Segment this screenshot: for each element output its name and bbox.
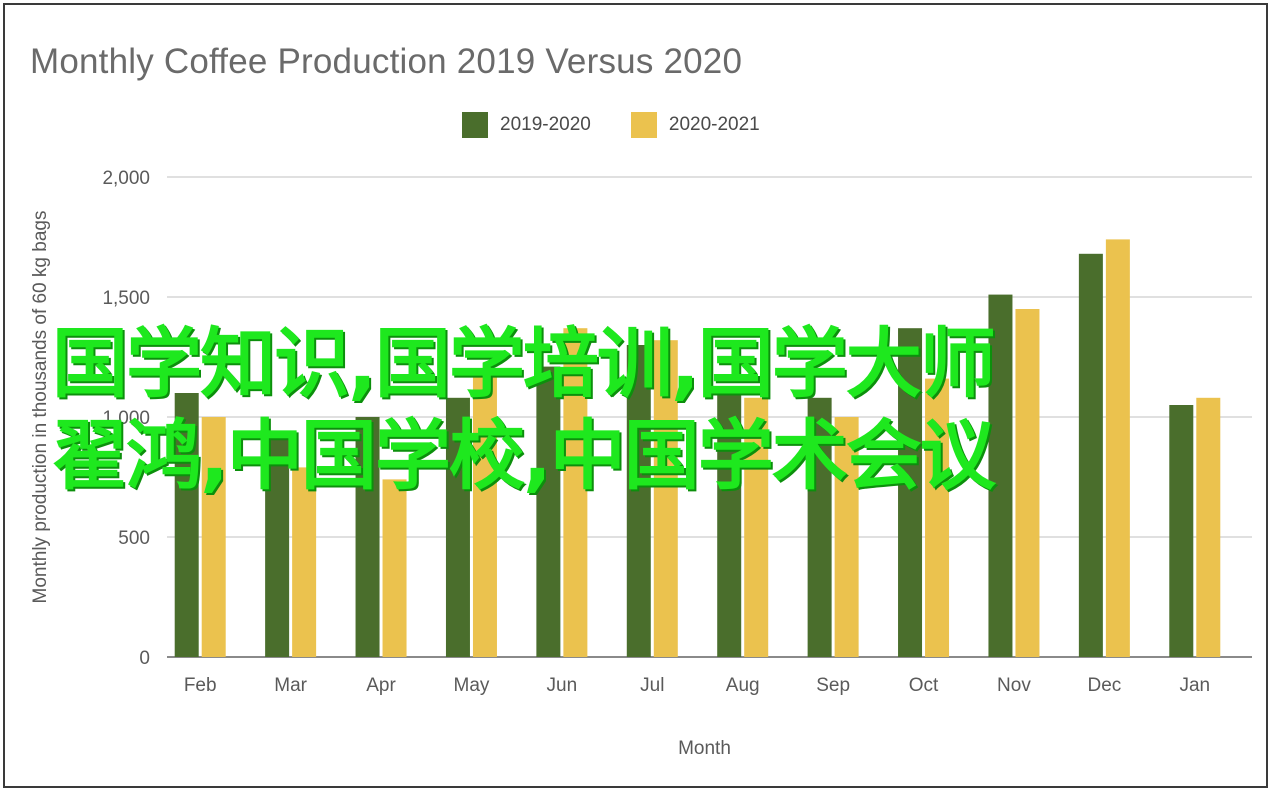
- x-tick-label: Jun: [547, 675, 578, 696]
- bar-2020-2021-nov: [1015, 309, 1040, 657]
- overlay-line-2: 翟鸿,中国学校,中国学术会议: [52, 411, 996, 500]
- bar-2019-2020-aug: [717, 388, 742, 657]
- bar-2020-2021-oct: [925, 378, 950, 657]
- x-tick-label: May: [454, 675, 490, 696]
- bar-2019-2020-sep: [807, 397, 832, 657]
- bar-2019-2020-nov: [988, 294, 1013, 657]
- bar-2020-2021-dec: [1105, 239, 1130, 657]
- legend-label-2019-2020: 2019-2020: [500, 114, 591, 135]
- bar-2020-2021-mar: [292, 467, 317, 657]
- bar-2020-2021-feb: [201, 417, 226, 657]
- x-axis-title: Month: [678, 738, 731, 759]
- x-tick-label: Mar: [274, 675, 307, 696]
- legend-swatch-2019-2020: [462, 112, 488, 138]
- tick-labels: 0 500 1,000 1,500 2,000 Feb Mar Apr May Jun Jul Aug…: [102, 168, 1210, 696]
- bar-2019-2020-mar: [265, 436, 290, 657]
- x-tick-label: Nov: [997, 675, 1031, 696]
- x-tick-label: Sep: [816, 675, 850, 696]
- legend-swatch-2020-2021: [630, 112, 657, 138]
- x-tick-label: Feb: [184, 675, 217, 696]
- overlay-line-1: 国学知识,国学培训,国学大师: [52, 319, 996, 408]
- bar-2019-2020-feb: [174, 393, 199, 657]
- y-tick-label: 1,500: [102, 288, 150, 309]
- bar-2019-2020-dec: [1078, 253, 1103, 658]
- x-tick-label: Jan: [1179, 675, 1210, 696]
- x-tick-label: Aug: [726, 675, 760, 696]
- y-tick-label: 0: [139, 648, 150, 669]
- chart-title: Monthly Coffee Production 2019 Versus 20…: [30, 42, 743, 81]
- bar-2020-2021-sep: [834, 417, 859, 657]
- bar-2019-2020-jan: [1169, 405, 1194, 657]
- bars: [174, 239, 1221, 658]
- bar-2019-2020-oct: [898, 328, 923, 657]
- legend-item-2020-2021: 2020-2021: [630, 112, 760, 138]
- bar-2019-2020-jul: [626, 345, 651, 657]
- x-tick-label: Dec: [1087, 675, 1121, 696]
- legend-item-2019-2020: 2019-2020: [462, 112, 591, 138]
- legend-label-2020-2021: 2020-2021: [668, 114, 760, 135]
- y-tick-label: 500: [118, 528, 150, 549]
- bar-2019-2020-apr: [355, 417, 380, 657]
- x-tick-label: Oct: [909, 675, 939, 696]
- bar-2020-2021-jul: [653, 340, 678, 657]
- bar-2020-2021-jun: [563, 328, 588, 657]
- watermark-overlay-text: 国学知识,国学培训,国学大师 翟鸿,中国学校,中国学术会议: [52, 318, 1152, 502]
- bar-2020-2021-jan: [1196, 397, 1221, 657]
- y-axis-title: Monthly production in thousands of 60 kg…: [30, 211, 51, 604]
- y-tick-label: 1,000: [102, 408, 150, 429]
- bar-2020-2021-aug: [744, 397, 769, 657]
- bar-2020-2021-apr: [382, 479, 407, 657]
- bar-2019-2020-jun: [536, 366, 561, 657]
- bar-2020-2021-may: [472, 373, 497, 657]
- y-tick-label: 2,000: [102, 168, 150, 189]
- legend: 2019-2020 2020-2021: [462, 112, 760, 138]
- x-tick-label: Apr: [366, 675, 396, 696]
- x-tick-label: Jul: [640, 675, 664, 696]
- bar-2019-2020-may: [445, 397, 470, 657]
- gridlines: [167, 176, 1252, 658]
